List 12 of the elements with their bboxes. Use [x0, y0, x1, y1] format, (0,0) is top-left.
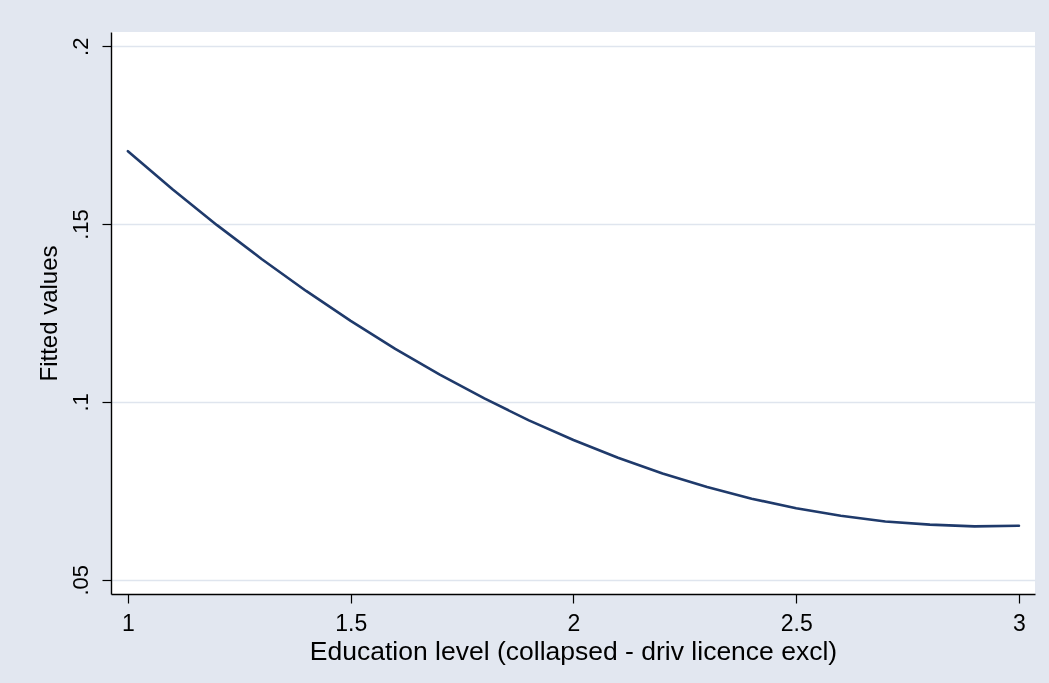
y-axis-title: Fitted values [34, 245, 62, 382]
x-tick-label: 2 [567, 609, 581, 636]
x-tick-label: 1 [122, 609, 135, 636]
x-tick-label: 3 [1013, 609, 1026, 636]
y-tick-label: .2 [67, 37, 93, 56]
y-tick-label: .15 [67, 209, 93, 240]
y-tick-label: .05 [67, 564, 93, 596]
x-axis-title: Education level (collapsed - driv licence excl) [309, 635, 838, 666]
y-tick-label: .1 [67, 393, 93, 412]
x-tick-label: 2.5 [780, 609, 813, 636]
line-series [126, 149, 1021, 528]
x-tick-label: 1.5 [335, 609, 368, 636]
